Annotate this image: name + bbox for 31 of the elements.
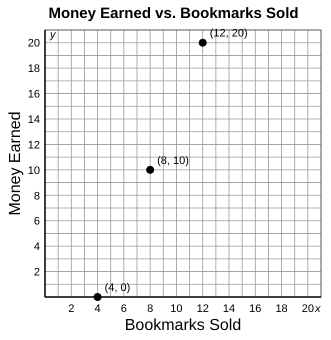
x-tick-label: 2	[68, 303, 74, 315]
y-tick-label: 12	[28, 139, 40, 152]
x-tick-label: 20	[302, 303, 314, 315]
y-tick-label: 16	[28, 88, 40, 101]
annotation: (4, 0)	[104, 282, 130, 294]
x-tick-label: 6	[120, 303, 127, 315]
x-tick-label: 18	[275, 303, 288, 315]
point	[198, 38, 207, 47]
y-tick-label: 2	[34, 266, 40, 279]
x-tick-label: 4	[94, 303, 101, 315]
chart-title: Money Earned vs. Bookmarks Sold	[48, 5, 299, 22]
text: x	[314, 303, 321, 315]
point	[94, 293, 102, 301]
annotation: (12, 20)	[210, 28, 248, 40]
y-tick-label: 18	[28, 63, 40, 76]
y-axis-title: Money Earned	[7, 111, 24, 216]
annotation: y	[49, 29, 57, 41]
point	[146, 166, 154, 174]
y-tick-label: 20	[28, 38, 40, 50]
y-tick-label: 14	[28, 114, 40, 126]
x-tick-label: 8	[147, 303, 154, 315]
y-tick-label: 8	[34, 190, 40, 202]
y-tick-label: 4	[34, 241, 40, 254]
x-tick-label: 12	[196, 303, 209, 315]
x-axis-title: Bookmarks Sold	[124, 317, 242, 334]
annotation: (8, 10)	[157, 154, 189, 167]
y-tick-label: 10	[28, 164, 40, 177]
x-tick-label: 16	[249, 303, 262, 315]
x-tick-label: 10	[170, 303, 183, 315]
x-tick-label: 14	[222, 303, 236, 315]
y-tick-label: 6	[34, 216, 40, 228]
